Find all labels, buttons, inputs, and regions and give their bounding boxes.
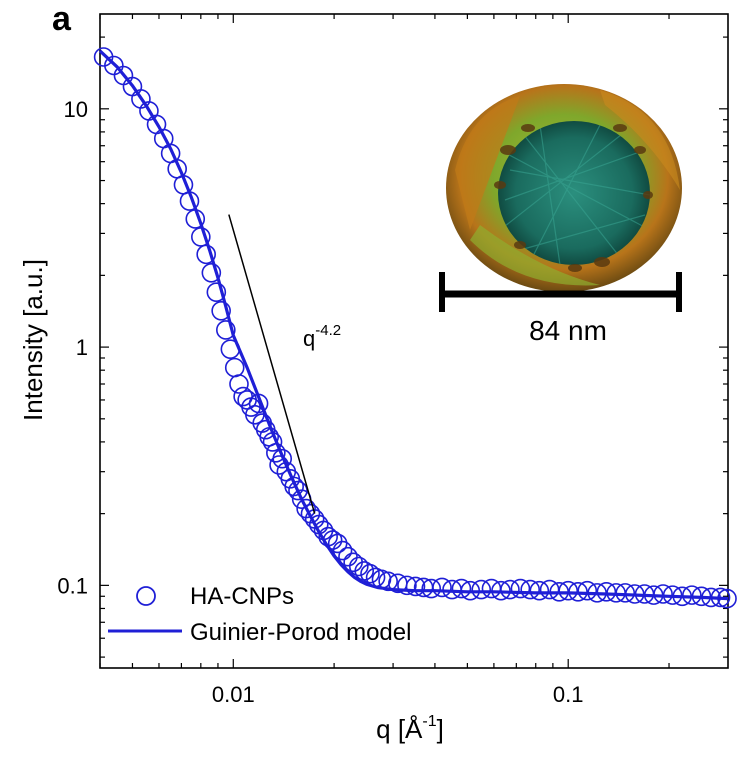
data-point: [343, 552, 363, 573]
data-point: [397, 575, 417, 596]
data-point: [322, 530, 343, 550]
data-point: [229, 374, 249, 394]
data-point: [332, 540, 353, 561]
y-tick-label: 0.1: [57, 573, 88, 598]
data-point: [587, 583, 607, 603]
data-point: [577, 580, 598, 601]
legend-label-ha-cnps: HA-CNPs: [190, 583, 294, 610]
y-axis-title: Intensity [a.u.]: [18, 259, 48, 421]
data-point: [460, 580, 481, 601]
data-point: [643, 585, 664, 605]
data-point: [405, 576, 426, 597]
data-point: [185, 209, 206, 229]
data-point: [500, 579, 520, 600]
data-point: [710, 587, 731, 608]
model-line: [98, 49, 729, 601]
data-point: [471, 579, 492, 600]
data-point: [338, 546, 358, 567]
y-tick-label: 10: [64, 97, 88, 122]
panel-label: a: [52, 0, 72, 38]
data-point: [701, 587, 721, 608]
data-point: [624, 584, 645, 604]
data-point: [549, 581, 570, 602]
plot-area: 0.01 0.1 0.1 1 10 q-4.2: [57, 13, 737, 707]
data-point: [520, 579, 540, 600]
data-point: [717, 588, 737, 609]
data-point: [529, 580, 550, 601]
x-axis-title: q [Å-1]: [376, 713, 444, 744]
data-point: [308, 514, 329, 535]
data-point: [262, 432, 283, 452]
power-law-guide-line: [228, 214, 316, 514]
scale-bar: [439, 272, 682, 312]
power-law-label: q-4.2: [303, 322, 341, 351]
data-point: [491, 580, 511, 601]
data-point: [191, 227, 211, 247]
data-point: [360, 563, 380, 584]
data-point: [201, 263, 222, 283]
legend-marker-ha-cnps: [136, 586, 156, 606]
y-tick-label: 1: [76, 335, 88, 360]
data-point: [220, 339, 241, 359]
data-point: [672, 586, 693, 607]
data-point: [510, 578, 531, 599]
data-point: [421, 578, 442, 599]
data-point: [568, 581, 588, 602]
data-point: [216, 320, 236, 340]
data-point: [558, 580, 579, 601]
data-point: [288, 480, 308, 501]
x-tick-label: 0.01: [212, 682, 255, 707]
data-point: [451, 578, 472, 599]
plot-frame: [99, 13, 729, 669]
data-point: [432, 577, 452, 598]
data-point: [318, 526, 338, 547]
data-point: [211, 301, 231, 321]
data-point: [378, 571, 398, 592]
data-point: [662, 585, 683, 605]
data-point: [691, 586, 712, 607]
data-point: [272, 448, 293, 469]
data-point: [196, 244, 216, 265]
data-point: [348, 556, 369, 577]
scale-bar-label: 84 nm: [529, 315, 607, 346]
legend: HA-CNPs Guinier-Porod model: [108, 583, 411, 646]
data-point: [248, 393, 269, 414]
x-tick-label: 0.1: [553, 682, 584, 707]
data-point: [596, 581, 617, 602]
data-point: [179, 191, 200, 211]
data-point: [266, 443, 286, 463]
nanoparticle-inset-image: 84 nm: [439, 84, 682, 346]
data-point: [653, 584, 673, 604]
legend-label-model: Guinier-Porod model: [190, 619, 411, 646]
data-point: [615, 583, 636, 603]
data-point: [206, 282, 227, 302]
data-point: [682, 585, 702, 605]
data-point: [224, 357, 245, 378]
